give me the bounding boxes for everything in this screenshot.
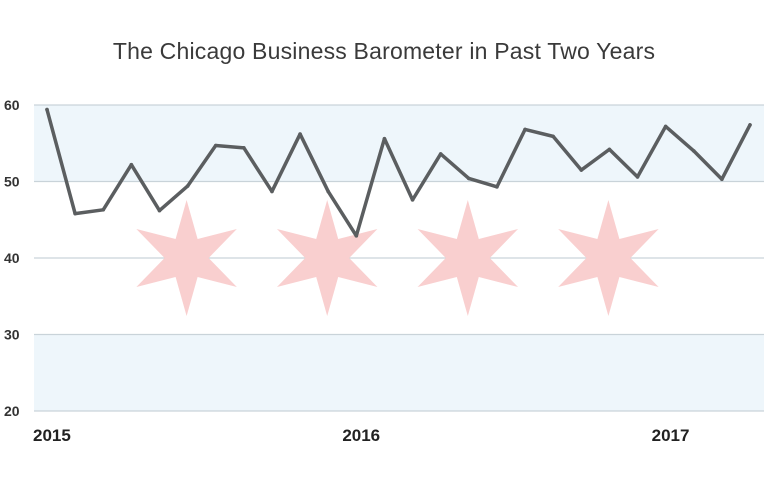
data-point-4 [157, 208, 162, 213]
chart-title: The Chicago Business Barometer in Past T… [112, 38, 656, 64]
data-point-25 [748, 123, 752, 127]
y-tick-label-50: 50 [4, 174, 20, 190]
shaded-band-1 [34, 334, 764, 411]
data-point-8 [270, 189, 274, 194]
data-point-10 [326, 189, 331, 194]
data-point-24 [720, 177, 724, 182]
star-2 [276, 200, 378, 316]
data-point-16 [495, 185, 499, 189]
star-4 [558, 200, 659, 316]
x-tick-label-2017: 2017 [652, 426, 690, 445]
data-point-23 [691, 149, 696, 153]
data-point-3 [129, 162, 134, 167]
data-point-9 [298, 132, 302, 136]
data-point-12 [382, 136, 387, 141]
y-tick-label-20: 20 [4, 403, 20, 419]
y-tick-label-30: 30 [4, 327, 20, 343]
data-point-20 [607, 147, 612, 152]
y-tick-label-60: 60 [4, 97, 20, 113]
y-tick-label-40: 40 [4, 250, 20, 266]
data-point-18 [551, 134, 555, 139]
data-point-5 [185, 184, 190, 188]
data-point-17 [523, 127, 527, 132]
data-point-19 [579, 168, 584, 172]
data-point-11 [354, 234, 359, 238]
series-line [45, 107, 752, 238]
data-point-13 [410, 198, 415, 202]
star-3 [417, 200, 519, 316]
data-point-21 [635, 175, 640, 179]
data-point-1 [73, 211, 77, 216]
x-tick-label-2015: 2015 [33, 426, 71, 445]
data-point-2 [101, 208, 106, 212]
star-1 [136, 200, 237, 316]
data-point-7 [242, 146, 246, 150]
data-point-6 [213, 143, 218, 148]
x-tick-label-2016: 2016 [342, 426, 380, 445]
data-point-15 [467, 176, 471, 181]
data-point-22 [663, 124, 668, 129]
data-point-0 [45, 107, 49, 112]
data-point-14 [438, 152, 443, 156]
